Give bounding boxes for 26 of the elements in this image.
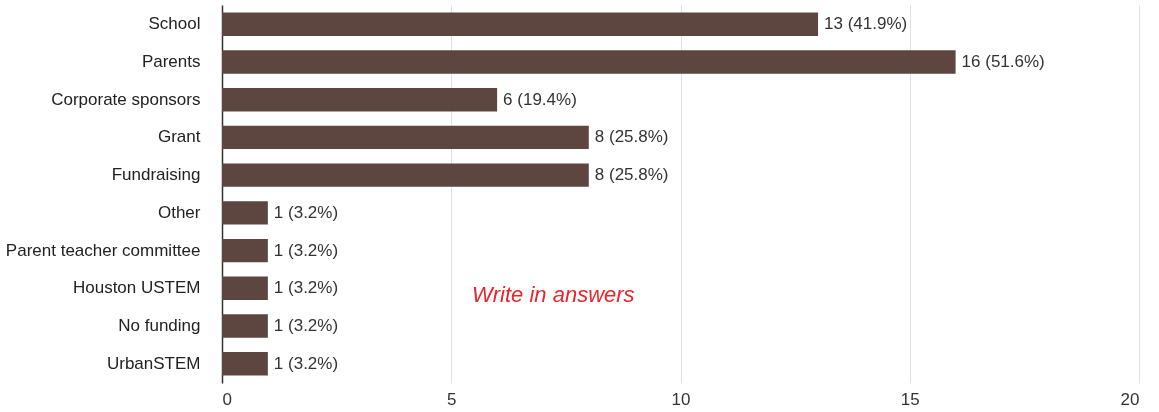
data-label: 1 (3.2%)	[273, 240, 339, 260]
x-tick-label: 5	[447, 389, 457, 409]
y-tick-label: School	[148, 14, 201, 34]
x-tick-label: 20	[1120, 389, 1140, 409]
y-tick-label: Fundraising	[111, 165, 201, 185]
data-label: 13 (41.9%)	[824, 14, 908, 34]
data-label: 1 (3.2%)	[273, 278, 339, 298]
y-tick-label: No funding	[118, 316, 201, 336]
y-tick-label: Other	[157, 202, 201, 222]
y-tick-label: Parents	[141, 51, 201, 71]
x-tick-label: 15	[900, 389, 920, 409]
y-tick-label: UrbanSTEM	[106, 353, 201, 373]
data-label: 8 (25.8%)	[594, 127, 669, 147]
data-label: 6 (19.4%)	[503, 89, 577, 109]
data-label: 1 (3.2%)	[273, 202, 339, 222]
data-label: 1 (3.2%)	[273, 316, 339, 336]
y-tick-label: Corporate sponsors	[51, 89, 201, 109]
x-tick-label: 0	[222, 389, 232, 409]
y-tick-label: Parent teacher committee	[5, 240, 201, 260]
data-label: 8 (25.8%)	[594, 165, 669, 185]
y-tick-label: Grant	[157, 127, 201, 147]
annotation: Write in answers	[472, 282, 635, 307]
x-tick-label: 10	[671, 389, 691, 409]
y-tick-label: Houston USTEM	[72, 278, 201, 298]
data-label: 16 (51.6%)	[961, 51, 1045, 71]
data-label: 1 (3.2%)	[273, 353, 339, 373]
